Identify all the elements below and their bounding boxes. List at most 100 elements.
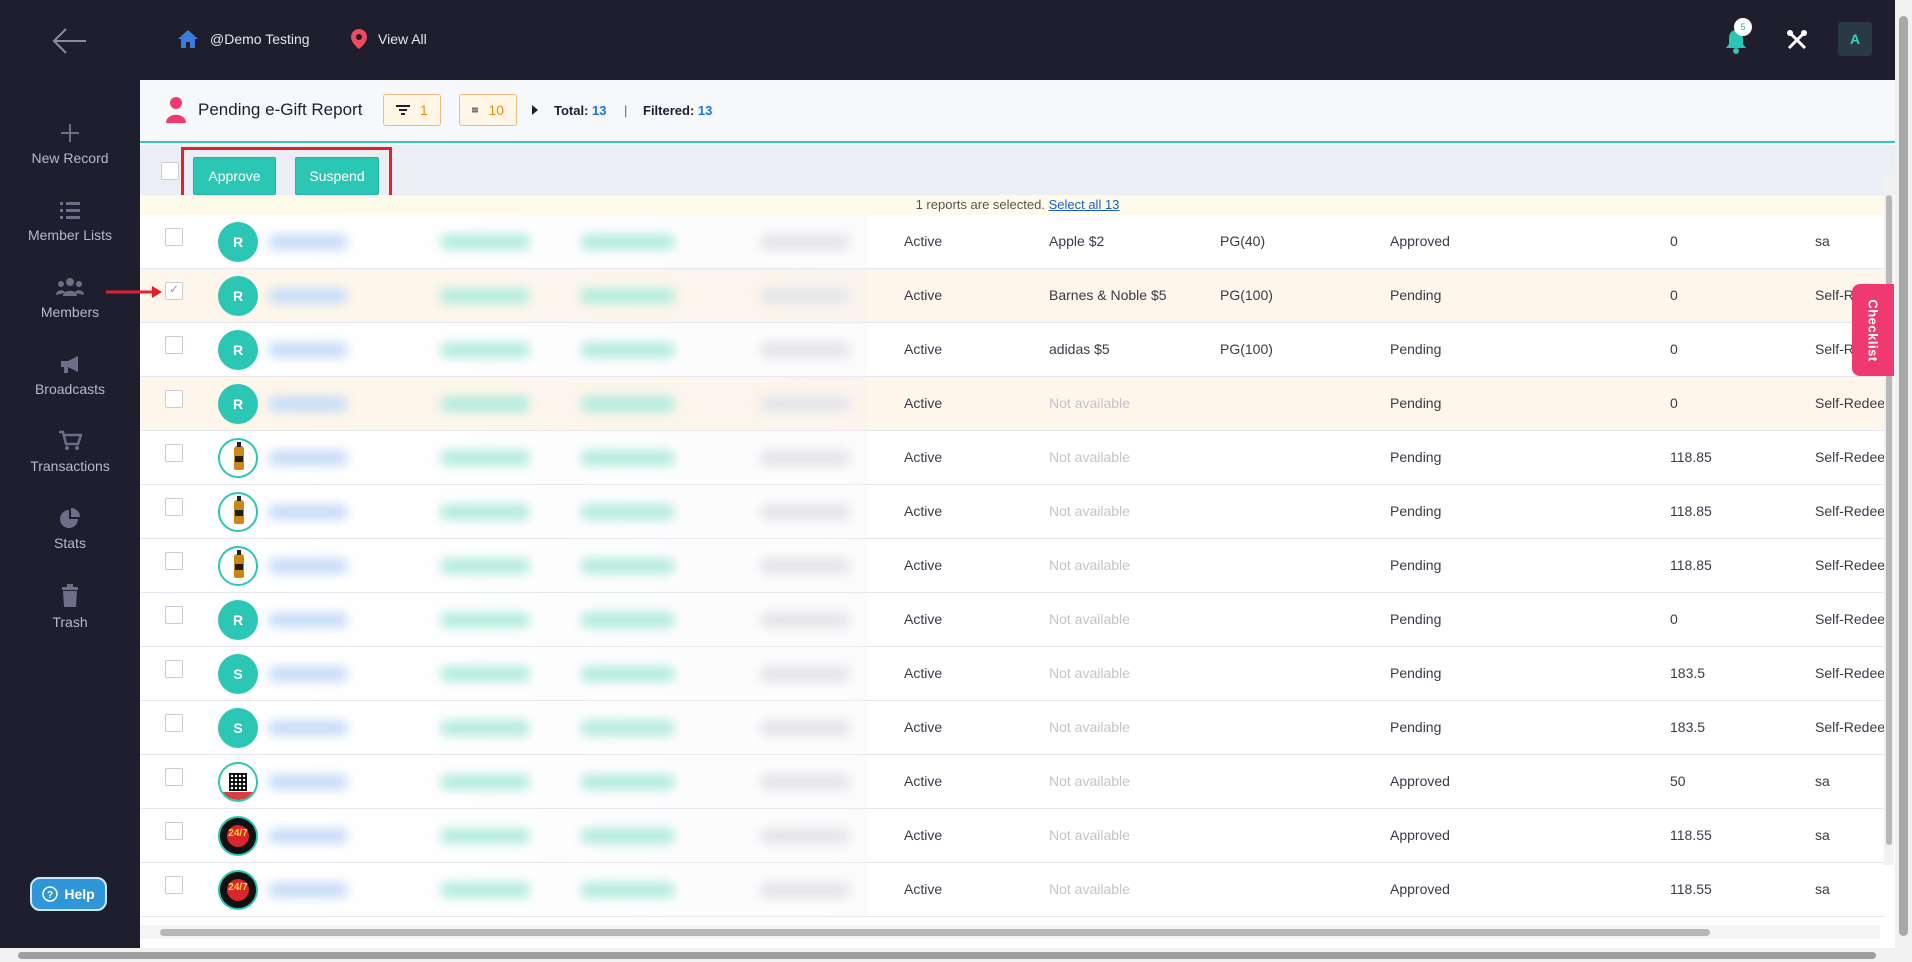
table-row[interactable]: 24/7 Active Not available Approved 118.55 sa [140,809,1885,863]
sidebar-item-member-lists[interactable]: Member Lists [0,199,140,243]
table-row[interactable]: R Active Not available Pending 0 Self-Redee [140,377,1885,431]
redacted-cell [268,450,348,466]
page-vertical-scrollbar[interactable] [1895,0,1912,962]
row-checkbox[interactable] [165,498,183,516]
back-arrow-icon[interactable] [50,26,90,56]
sidebar-item-stats[interactable]: Stats [0,507,140,551]
avatar-bottle-image [218,438,258,478]
table-row[interactable]: Active Not available Pending 118.85 Self-Red… [140,485,1885,539]
scrollbar-thumb[interactable] [18,952,1876,959]
row-checkbox[interactable] [165,552,183,570]
gift-cell: Not available [1049,719,1130,735]
svg-text:?: ? [47,890,53,901]
members-icon [56,278,84,296]
row-checkbox[interactable] [165,336,183,354]
pie-chart-icon [60,508,80,528]
select-all-checkbox[interactable] [161,162,179,180]
redacted-cell [440,504,530,520]
row-checkbox[interactable] [165,444,183,462]
rows-per-page-chip[interactable]: 10 [459,94,517,126]
breadcrumb-view-all[interactable]: View All [350,28,427,50]
help-button[interactable]: ? Help [30,877,107,911]
row-checkbox[interactable] [165,390,183,408]
approval-cell: Pending [1390,719,1442,735]
page-horizontal-scrollbar[interactable] [0,948,1895,962]
sidebar-item-broadcasts[interactable]: Broadcasts [0,353,140,397]
approval-cell: Pending [1390,449,1442,465]
type-cell: Self-R [1815,341,1854,357]
redacted-cell [268,504,348,520]
gift-cell: Not available [1049,827,1130,843]
amount-cell: 118.85 [1670,449,1712,465]
checklist-tab[interactable]: Checklist [1852,284,1894,376]
type-cell: Self-R [1815,287,1854,303]
row-checkbox[interactable] [165,822,183,840]
table-horizontal-scrollbar[interactable] [140,925,1880,939]
gift-cell: adidas $5 [1049,341,1110,357]
redacted-cell [760,774,850,790]
pg-cell: PG(100) [1220,287,1273,303]
table-row[interactable]: Active Not available Pending 118.85 Self-Red… [140,431,1885,485]
sidebar-item-members[interactable]: Members [0,276,140,320]
expand-caret-icon[interactable] [532,105,538,115]
table-row[interactable]: R Active Barnes & Noble $5 PG(100) Pending 0 S… [140,269,1885,323]
redacted-cell [760,558,850,574]
row-checkbox[interactable] [165,606,183,624]
row-checkbox[interactable] [165,768,183,786]
breadcrumb-home-label: @Demo Testing [210,31,310,47]
row-checkbox[interactable] [165,282,183,300]
approval-cell: Pending [1390,503,1442,519]
sidebar-item-trash[interactable]: Trash [0,584,140,630]
redacted-cell [580,396,675,412]
approval-cell: Pending [1390,395,1442,411]
sidebar: New Record Member Lists Members Broadcas… [0,80,140,948]
row-checkbox[interactable] [165,876,183,894]
redacted-cell [440,450,530,466]
table-row[interactable]: S Active Not available Pending 183.5 Self-Red… [140,647,1885,701]
amount-cell: 0 [1670,287,1678,303]
qr-band [220,792,256,800]
pg-cell: PG(40) [1220,233,1266,249]
approval-cell: Approved [1390,233,1450,249]
table-row[interactable]: R Active adidas $5 PG(100) Pending 0 Self-R [140,323,1885,377]
row-checkbox[interactable] [165,660,183,678]
sidebar-item-label: Members [40,304,100,320]
avatar: S [218,654,258,694]
user-avatar[interactable]: A [1838,22,1872,56]
bottle-icon [234,442,244,470]
suspend-button[interactable]: Suspend [295,157,379,195]
row-checkbox[interactable] [165,228,183,246]
redacted-cell [760,396,850,412]
tools-icon[interactable] [1785,28,1809,52]
table-row[interactable]: Active Not available Pending 118.85 Self-Red… [140,539,1885,593]
sidebar-item-new-record[interactable]: New Record [0,122,140,166]
bottle-icon [234,496,244,524]
redacted-cell [440,396,530,412]
scrollbar-thumb[interactable] [160,929,1710,936]
approval-cell: Approved [1390,773,1450,789]
scrollbar-thumb[interactable] [1886,195,1892,845]
report-table: R Active Apple $2 PG(40) Approved 0 sa R Active B… [140,215,1885,917]
table-row[interactable]: R Active Not available Pending 0 Self-Redee [140,593,1885,647]
sidebar-item-transactions[interactable]: Transactions [0,430,140,474]
redacted-cell [580,288,675,304]
avatar-badge-image: 24/7 [218,816,258,856]
table-vertical-scrollbar[interactable] [1884,175,1894,865]
table-row[interactable]: S Active Not available Pending 183.5 Self-Red… [140,701,1885,755]
redacted-cell [268,612,348,628]
row-checkbox[interactable] [165,714,183,732]
table-row[interactable]: 24/7 Active Not available Approved 118.55 sa [140,863,1885,917]
question-icon: ? [42,886,59,902]
redacted-cell [440,882,530,898]
filtered-label: Filtered: [643,103,695,118]
table-row[interactable]: R Active Apple $2 PG(40) Approved 0 sa [140,215,1885,269]
approve-button[interactable]: Approve [193,157,276,195]
redacted-cell [760,234,850,250]
redacted-cell [440,288,530,304]
select-all-link[interactable]: Select all 13 [1048,197,1120,212]
breadcrumb-home[interactable]: @Demo Testing [176,28,310,50]
table-row[interactable]: Active Not available Approved 50 sa [140,755,1885,809]
scrollbar-thumb[interactable] [1899,16,1908,936]
approval-cell: Approved [1390,827,1450,843]
filter-chip[interactable]: 1 [383,94,441,126]
